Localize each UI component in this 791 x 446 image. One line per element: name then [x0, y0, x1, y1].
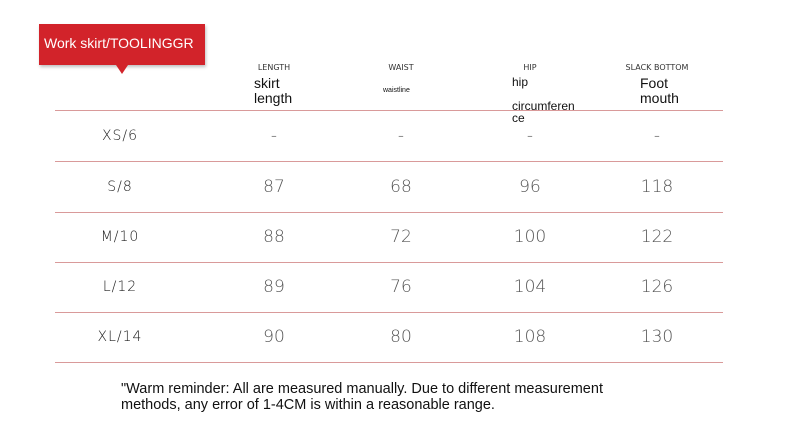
measurement: 68 [390, 176, 412, 197]
measurement: - [397, 125, 405, 146]
measurement: 80 [390, 327, 412, 347]
measurement: - [270, 125, 278, 146]
column-label: LENGTH [257, 63, 291, 72]
column-note: waistline [383, 87, 410, 94]
row-divider [55, 262, 723, 263]
measurement: 72 [390, 227, 412, 247]
measurement: 130 [640, 327, 674, 347]
size-label: XS/6 [101, 127, 139, 144]
measurement: 96 [519, 176, 541, 197]
column-label: WAIST [388, 63, 414, 72]
column-label: HIP [523, 63, 537, 72]
footnote: "Warm reminder: All are measured manuall… [121, 381, 603, 413]
size-label: XL/14 [97, 329, 143, 345]
measurement: 100 [513, 227, 547, 247]
measurement: 104 [513, 277, 547, 297]
row-divider [55, 110, 723, 111]
badge: Work skirt/TOOLINGGR [39, 24, 205, 65]
size-label: M/10 [100, 229, 140, 245]
measurement: 90 [263, 327, 285, 347]
measurement: 118 [640, 176, 674, 197]
measurement: 89 [263, 277, 285, 297]
measurement: - [526, 125, 534, 146]
row-divider [55, 212, 723, 213]
column-label: SLACK BOTTOM [625, 63, 689, 72]
column-note: Foot mouth [640, 75, 679, 106]
measurement: 76 [390, 277, 412, 297]
row-divider [55, 312, 723, 313]
measurement: 87 [263, 176, 285, 197]
size-label: S/8 [107, 178, 133, 195]
column-note: skirt length [254, 75, 293, 106]
row-divider [55, 362, 723, 363]
measurement: - [653, 125, 661, 146]
size-label: L/12 [102, 279, 138, 295]
measurement: 126 [640, 277, 674, 297]
row-divider [55, 161, 723, 162]
measurement: 108 [513, 327, 547, 347]
badge-pointer [116, 65, 128, 74]
measurement: 122 [640, 227, 674, 247]
column-note: hip circumferen ce [512, 75, 575, 125]
measurement: 88 [263, 227, 285, 247]
